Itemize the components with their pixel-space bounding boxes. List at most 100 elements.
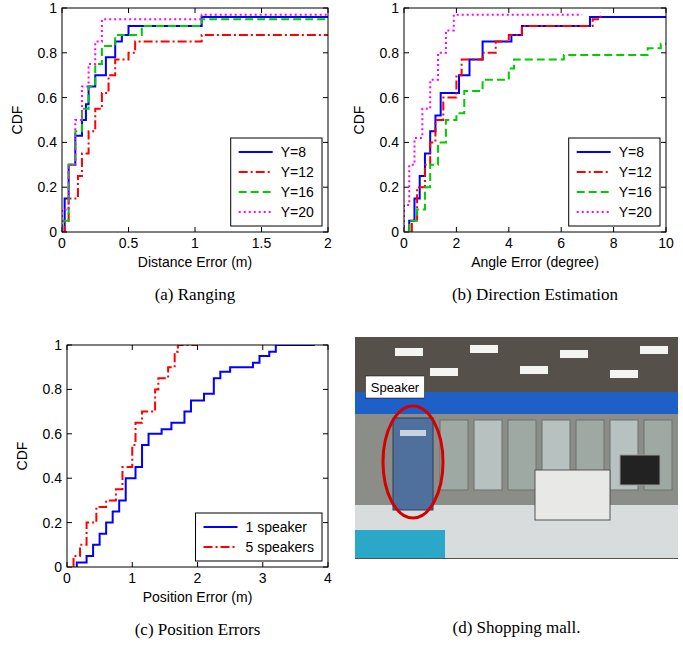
legend: Y=8Y=12Y=16Y=20 <box>231 138 322 226</box>
ceiling <box>355 337 678 559</box>
y-tick-label: 0 <box>54 559 62 575</box>
plot-area <box>67 345 328 567</box>
y-tick-label: 0.4 <box>43 470 63 486</box>
y-tick-label: 0.6 <box>38 90 58 106</box>
y-tick <box>67 522 72 523</box>
speaker-label-box <box>365 376 424 398</box>
x-tick-label: 4 <box>505 235 513 251</box>
x-tick <box>456 227 457 232</box>
ceiling-light <box>560 350 588 358</box>
legend-label: Y=20 <box>619 204 652 220</box>
y-tick <box>323 389 328 390</box>
shelf <box>508 420 536 490</box>
y-tick-label: 0.6 <box>380 90 400 106</box>
legend-label: Y=20 <box>281 204 314 220</box>
y-tick <box>323 97 328 98</box>
x-tick-label: 2 <box>324 235 332 251</box>
y-tick <box>323 522 328 523</box>
y-tick-label: 0.2 <box>380 179 400 195</box>
x-tick-label: 0 <box>400 235 408 251</box>
plot-frame <box>404 8 666 232</box>
x-tick <box>561 8 562 13</box>
y-tick <box>404 97 409 98</box>
panel-caption: (a) Ranging <box>155 285 236 304</box>
x-tick <box>613 8 614 13</box>
ceiling-light <box>520 366 548 374</box>
ceiling-light <box>610 370 638 378</box>
x-tick-label: 3 <box>259 570 267 586</box>
legend-label: Y=8 <box>281 144 307 160</box>
x-tick <box>197 562 198 567</box>
x-tick-label: 0 <box>63 570 71 586</box>
x-tick <box>195 8 196 13</box>
figure: 00.511.5200.20.40.60.81Distance Error (m… <box>0 0 683 648</box>
y-tick <box>323 433 328 434</box>
legend-label: Y=12 <box>619 164 652 180</box>
plot-frame <box>67 345 328 567</box>
legend-swatch <box>239 171 273 173</box>
x-tick <box>456 8 457 13</box>
photo-scene <box>355 337 678 559</box>
y-tick <box>323 478 328 479</box>
legend-swatch <box>239 151 273 153</box>
x-tick <box>508 8 509 13</box>
series-group <box>62 15 328 232</box>
plot-area <box>62 8 328 232</box>
legend: 1 speaker5 speakers <box>196 513 322 561</box>
x-tick <box>128 227 129 232</box>
legend-swatch <box>577 151 611 153</box>
legend-label: Y=16 <box>281 184 314 200</box>
y-tick <box>661 187 666 188</box>
legend-swatch <box>577 171 611 173</box>
x-tick <box>561 227 562 232</box>
y-tick-label: 0.2 <box>43 515 63 531</box>
x-axis-title: Angle Error (degree) <box>471 254 599 270</box>
x-axis-title: Distance Error (m) <box>138 254 252 270</box>
series-group <box>404 12 666 232</box>
x-tick <box>261 227 262 232</box>
y-tick-label: 1 <box>54 337 62 353</box>
chart-panel: 024681000.20.40.60.81Angle Error (degree… <box>351 0 674 304</box>
printer <box>535 470 610 520</box>
legend-swatch <box>239 211 273 213</box>
chart-panel: 0123400.20.40.60.81Position Error (m)CDF… <box>14 337 332 639</box>
cdf-line <box>62 15 328 232</box>
x-tick-label: 10 <box>658 235 674 251</box>
y-tick <box>661 97 666 98</box>
x-axis-title: Position Error (m) <box>143 589 253 605</box>
y-tick-label: 0.4 <box>380 134 400 150</box>
x-tick <box>195 227 196 232</box>
x-tick <box>508 227 509 232</box>
photo-panel: Speaker(d) Shopping mall. <box>355 337 678 637</box>
legend-swatch <box>577 211 611 213</box>
cdf-line <box>74 345 198 567</box>
x-tick-label: 8 <box>610 235 618 251</box>
legend: Y=8Y=12Y=16Y=20 <box>569 138 660 226</box>
y-tick <box>323 142 328 143</box>
shop-interior <box>355 414 678 514</box>
plot-area <box>404 8 666 232</box>
y-tick-label: 0.8 <box>38 45 58 61</box>
cdf-line <box>404 15 582 232</box>
counter <box>355 505 678 558</box>
y-tick <box>404 52 409 53</box>
counter-front <box>355 530 445 558</box>
y-tick <box>67 389 72 390</box>
y-tick <box>661 52 666 53</box>
legend-swatch <box>577 191 611 193</box>
x-tick-label: 1 <box>191 235 199 251</box>
plot-frame <box>62 8 328 232</box>
legend-label: Y=16 <box>619 184 652 200</box>
shelf <box>474 420 502 490</box>
cdf-line <box>409 17 666 232</box>
chart-panel: 00.511.5200.20.40.60.81Distance Error (m… <box>9 0 332 304</box>
ceiling-light <box>430 368 458 376</box>
y-tick <box>67 433 72 434</box>
panel-caption: (d) Shopping mall. <box>453 618 581 637</box>
y-tick <box>323 187 328 188</box>
legend-swatch <box>204 526 238 528</box>
x-tick <box>128 8 129 13</box>
x-tick-label: 0.5 <box>119 235 139 251</box>
legend-box <box>231 138 322 226</box>
y-tick <box>67 478 72 479</box>
